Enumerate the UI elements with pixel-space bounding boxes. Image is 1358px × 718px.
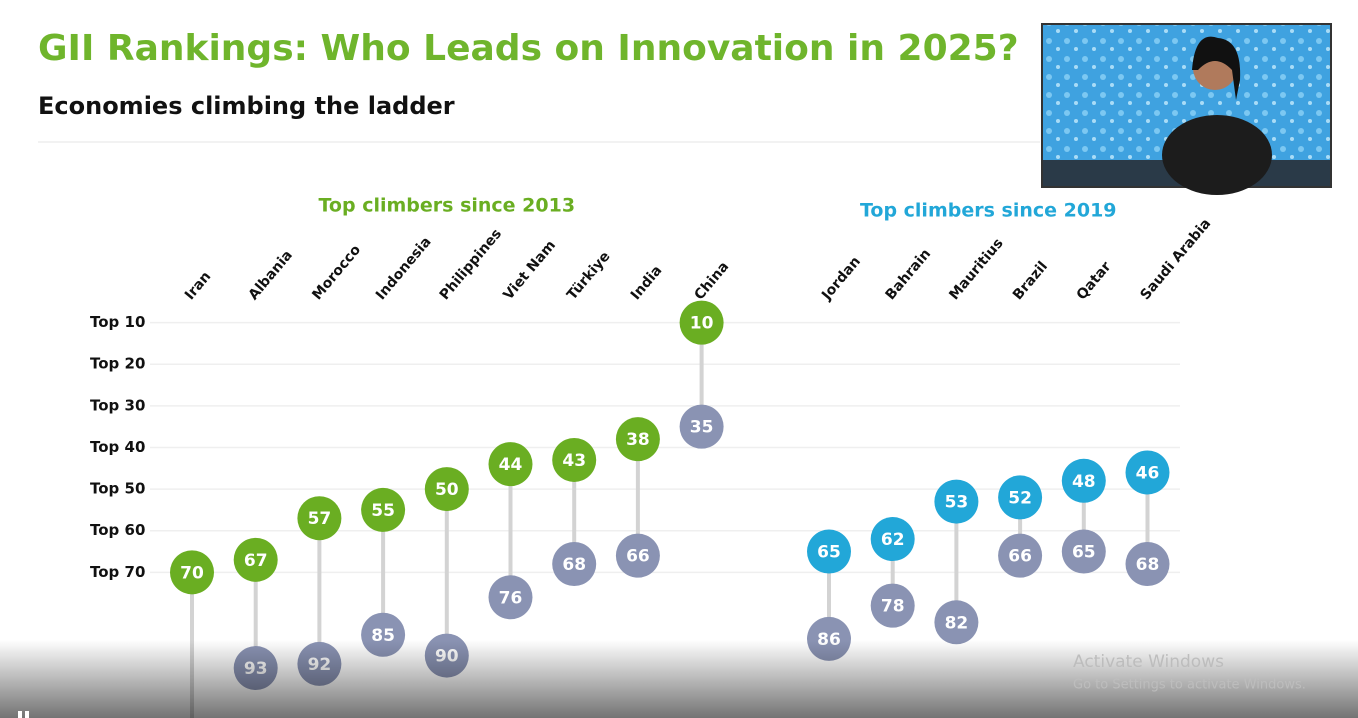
y-tick-label: Top 50 [90,480,145,498]
current-rank-dot [998,475,1043,520]
earlier-rank-label: 68 [1136,555,1160,575]
group-title: Top climbers since 2013 [319,195,576,217]
current-rank-label: 10 [690,314,714,334]
chart-subtitle: Economies climbing the ladder [38,92,455,120]
group-title: Top climbers since 2019 [860,200,1117,222]
plot: Top 10 Top 20 Top 30 Top 40 Top 50 Top 60 Top … [90,195,1214,718]
pause-button-bar[interactable] [25,711,29,718]
current-rank-dot [679,300,724,345]
pause-button[interactable] [18,711,22,718]
current-rank-dot [297,496,342,541]
earlier-rank-label: 65 [1072,543,1096,563]
y-tick-label: Top 20 [90,355,145,373]
current-rank-dot [615,417,660,462]
earlier-rank-dot [998,533,1043,578]
current-rank-dot [488,442,533,487]
y-tick-label: Top 30 [90,396,145,414]
earlier-rank-dot [870,583,915,628]
current-rank-dot [170,550,214,595]
current-rank-label: 52 [1008,488,1032,508]
category-label: Qatar [1074,259,1115,303]
current-rank-dot [552,437,597,482]
y-tick-label: Top 70 [90,563,145,581]
current-rank-dot [934,479,979,524]
current-rank-label: 48 [1072,472,1096,492]
category-label: Jordan [818,254,864,304]
webcam-inset [1041,23,1332,195]
category-label: Türkiye [564,249,613,304]
y-tick-label: Top 60 [90,521,145,539]
earlier-rank-dot [1125,542,1170,587]
earlier-rank-label: 68 [562,555,586,575]
player-shade [0,640,1358,718]
current-rank-label: 50 [435,480,459,500]
category-label: China [691,259,732,303]
y-tick-label: Top 10 [90,313,145,331]
current-rank-label: 53 [945,493,969,513]
category-label: Bahrain [883,246,935,303]
earlier-rank-label: 66 [626,547,650,567]
current-rank-label: 43 [562,451,586,471]
category-label: Indonesia [373,234,435,303]
watermark-title: Activate Windows [1073,652,1224,672]
watermark-hint: Go to Settings to activate Windows. [1073,678,1306,693]
current-rank-dot [1125,450,1170,495]
speaker-hair [1192,36,1241,100]
current-rank-label: 46 [1136,463,1160,483]
current-rank-label: 44 [499,455,523,475]
category-label: India [628,263,666,304]
current-rank-dot [870,517,915,562]
category-label: Iran [182,269,215,303]
current-rank-label: 62 [881,530,905,550]
y-tick-label: Top 40 [90,438,145,456]
category-label: Brazil [1010,259,1051,304]
category-label: Morocco [309,242,364,303]
earlier-rank-label: 35 [690,418,714,438]
current-rank-dot [361,487,406,532]
current-rank-dot [424,467,469,512]
current-rank-label: 38 [626,430,650,450]
current-rank-label: 65 [817,543,841,563]
current-rank-label: 70 [180,563,204,583]
earlier-rank-dot [679,404,724,449]
category-label: Viet Nam [500,238,559,304]
chart-title: GII Rankings: Who Leads on Innovation in… [38,28,1019,69]
current-rank-dot [233,537,278,582]
category-label: Albania [246,247,296,303]
earlier-rank-label: 76 [499,588,523,608]
earlier-rank-dot [934,600,979,645]
current-rank-label: 57 [308,509,332,529]
speaker-body [1162,115,1272,195]
earlier-rank-dot [488,575,533,620]
current-rank-dot [807,529,851,574]
category-label: Philippines [437,226,505,303]
earlier-rank-label: 82 [945,613,969,633]
category-label: Saudi Arabia [1137,216,1214,303]
current-rank-label: 55 [371,501,395,521]
earlier-rank-dot [615,533,660,578]
earlier-rank-dot [1061,529,1106,574]
earlier-rank-label: 78 [881,597,905,617]
earlier-rank-label: 66 [1008,547,1032,567]
category-label: Mauritius [946,236,1006,304]
current-rank-dot [1061,458,1106,503]
current-rank-label: 67 [244,551,268,571]
earlier-rank-dot [552,542,597,587]
